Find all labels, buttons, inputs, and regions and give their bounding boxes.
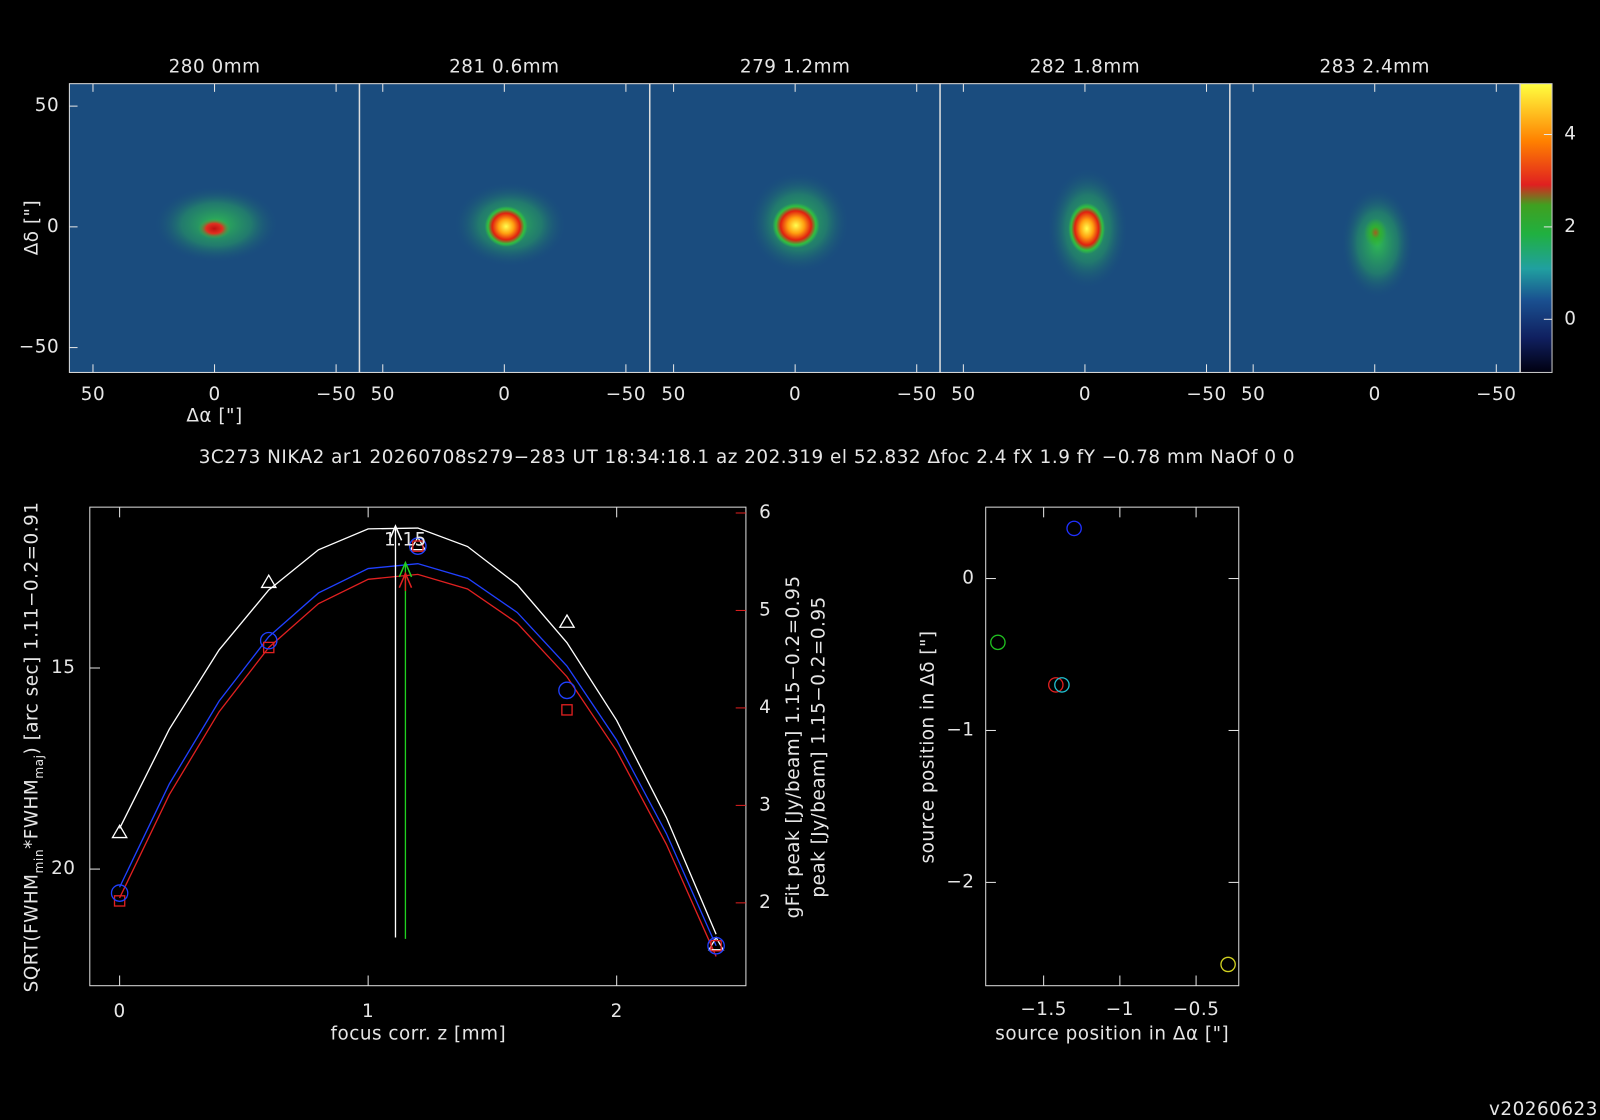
panel-title: 282 1.8mm	[1030, 56, 1140, 77]
x-axis-label: focus corr. z [mm]	[331, 1024, 507, 1045]
y2-axis-label: gFit peak [Jy/beam] 1.15−0.2=0.95	[783, 575, 804, 918]
y-axis-label-part: ) [arc sec] 1.11−0.2=0.91	[22, 502, 43, 755]
x-tick-label: 50	[661, 384, 685, 405]
point	[110, 884, 129, 902]
point	[259, 631, 278, 650]
y-tick-label: 0	[47, 216, 59, 237]
y2-tick-label: 4	[759, 697, 771, 718]
x-tick-label: −0.5	[1173, 999, 1220, 1020]
y2-axis-label: peak [Jy/beam] 1.15−0.2=0.95	[808, 596, 829, 897]
y-axis-label: source position in Δδ ["]	[918, 630, 939, 863]
fit-curve	[118, 562, 717, 946]
x-tick-label: −50	[897, 384, 937, 405]
x-tick-label: −50	[316, 384, 356, 405]
plot-frame	[89, 506, 747, 987]
point	[1066, 520, 1082, 537]
point	[710, 939, 722, 952]
point	[561, 704, 573, 716]
point	[558, 681, 576, 700]
x-tick-label: 0	[1079, 384, 1091, 405]
point	[558, 613, 576, 628]
map-blobs	[153, 167, 1415, 299]
x-tick-label: 0	[208, 384, 220, 405]
panel-title: 280 0mm	[169, 56, 261, 77]
point	[113, 895, 126, 907]
colorbar-tick-label: 0	[1564, 308, 1576, 329]
x-tick-label: 50	[1241, 384, 1265, 405]
y2-tick-label: 5	[759, 599, 771, 620]
caption: 3C273 NIKA2 ar1 20260708s279−283 UT 18:3…	[199, 447, 1295, 468]
point	[1220, 956, 1236, 973]
y-tick-label: −1	[946, 719, 974, 740]
y-axis-label: SQRT(FWHMmin*FWHMmaj) [arc sec] 1.11−0.2…	[22, 502, 46, 993]
y2-tick-label: 2	[759, 892, 771, 913]
x-tick-label: −50	[606, 384, 646, 405]
y-tick-label: −2	[946, 871, 974, 892]
colorbar-tick-label: 4	[1564, 123, 1576, 144]
point	[1048, 677, 1064, 693]
x-tick-label: −1.5	[1020, 999, 1067, 1020]
point	[409, 537, 427, 555]
y-axis-label: Δδ ["]	[22, 200, 43, 255]
x-axis-label: Δα ["]	[186, 405, 242, 426]
x-tick-label: 50	[951, 384, 975, 405]
y-tick-label: −50	[19, 337, 59, 358]
arrow-head	[398, 560, 413, 578]
x-tick-label: 0	[789, 384, 801, 405]
x-tick-label: 0	[1369, 384, 1381, 405]
x-tick-label: 2	[611, 1001, 623, 1022]
point	[412, 540, 424, 552]
point	[409, 536, 427, 551]
x-tick-label: 50	[81, 384, 105, 405]
plot-frame	[985, 506, 1240, 987]
x-tick-label: 0	[114, 1001, 126, 1022]
y-tick-label: 50	[35, 95, 59, 116]
x-axis-label: source position in Δα ["]	[995, 1024, 1229, 1045]
fit-curve	[118, 527, 717, 935]
colorbar-tick-label: 2	[1564, 216, 1576, 237]
y-axis-label-part: *FWHM	[22, 779, 43, 849]
point	[260, 573, 278, 589]
x-tick-label: −50	[1186, 384, 1226, 405]
y-tick-label: 0	[962, 568, 974, 589]
y-axis-label-part: SQRT(FWHM	[22, 873, 43, 992]
point	[990, 634, 1006, 651]
fit-curve	[118, 573, 717, 957]
y2-tick-label: 3	[759, 794, 771, 815]
arrow-head	[398, 571, 413, 589]
panel-title: 279 1.2mm	[740, 56, 850, 77]
y-axis-label-part: maj	[31, 754, 45, 778]
point	[707, 936, 725, 951]
colorbar	[1519, 83, 1553, 373]
version: v20260623	[1489, 1099, 1598, 1120]
y-axis-label-part: min	[31, 849, 45, 874]
panel-title: 283 2.4mm	[1320, 56, 1430, 77]
x-tick-label: 50	[371, 384, 395, 405]
point	[1054, 677, 1070, 693]
y-tick-label: 20	[51, 858, 75, 879]
x-tick-label: 0	[498, 384, 510, 405]
x-tick-label: −1	[1106, 999, 1134, 1020]
point	[707, 936, 725, 955]
arrow-head	[388, 524, 403, 541]
canvas: 3C273 NIKA2 ar1 20260708s279−283 UT 18:3…	[19, 56, 1598, 1120]
annotation: 1.15	[384, 529, 427, 550]
panel-title: 281 0.6mm	[449, 56, 559, 77]
x-tick-label: −50	[1476, 384, 1516, 405]
y2-tick-label: 6	[759, 502, 771, 523]
y-tick-label: 15	[51, 657, 75, 678]
point	[111, 824, 128, 839]
x-tick-label: 1	[362, 1001, 374, 1022]
